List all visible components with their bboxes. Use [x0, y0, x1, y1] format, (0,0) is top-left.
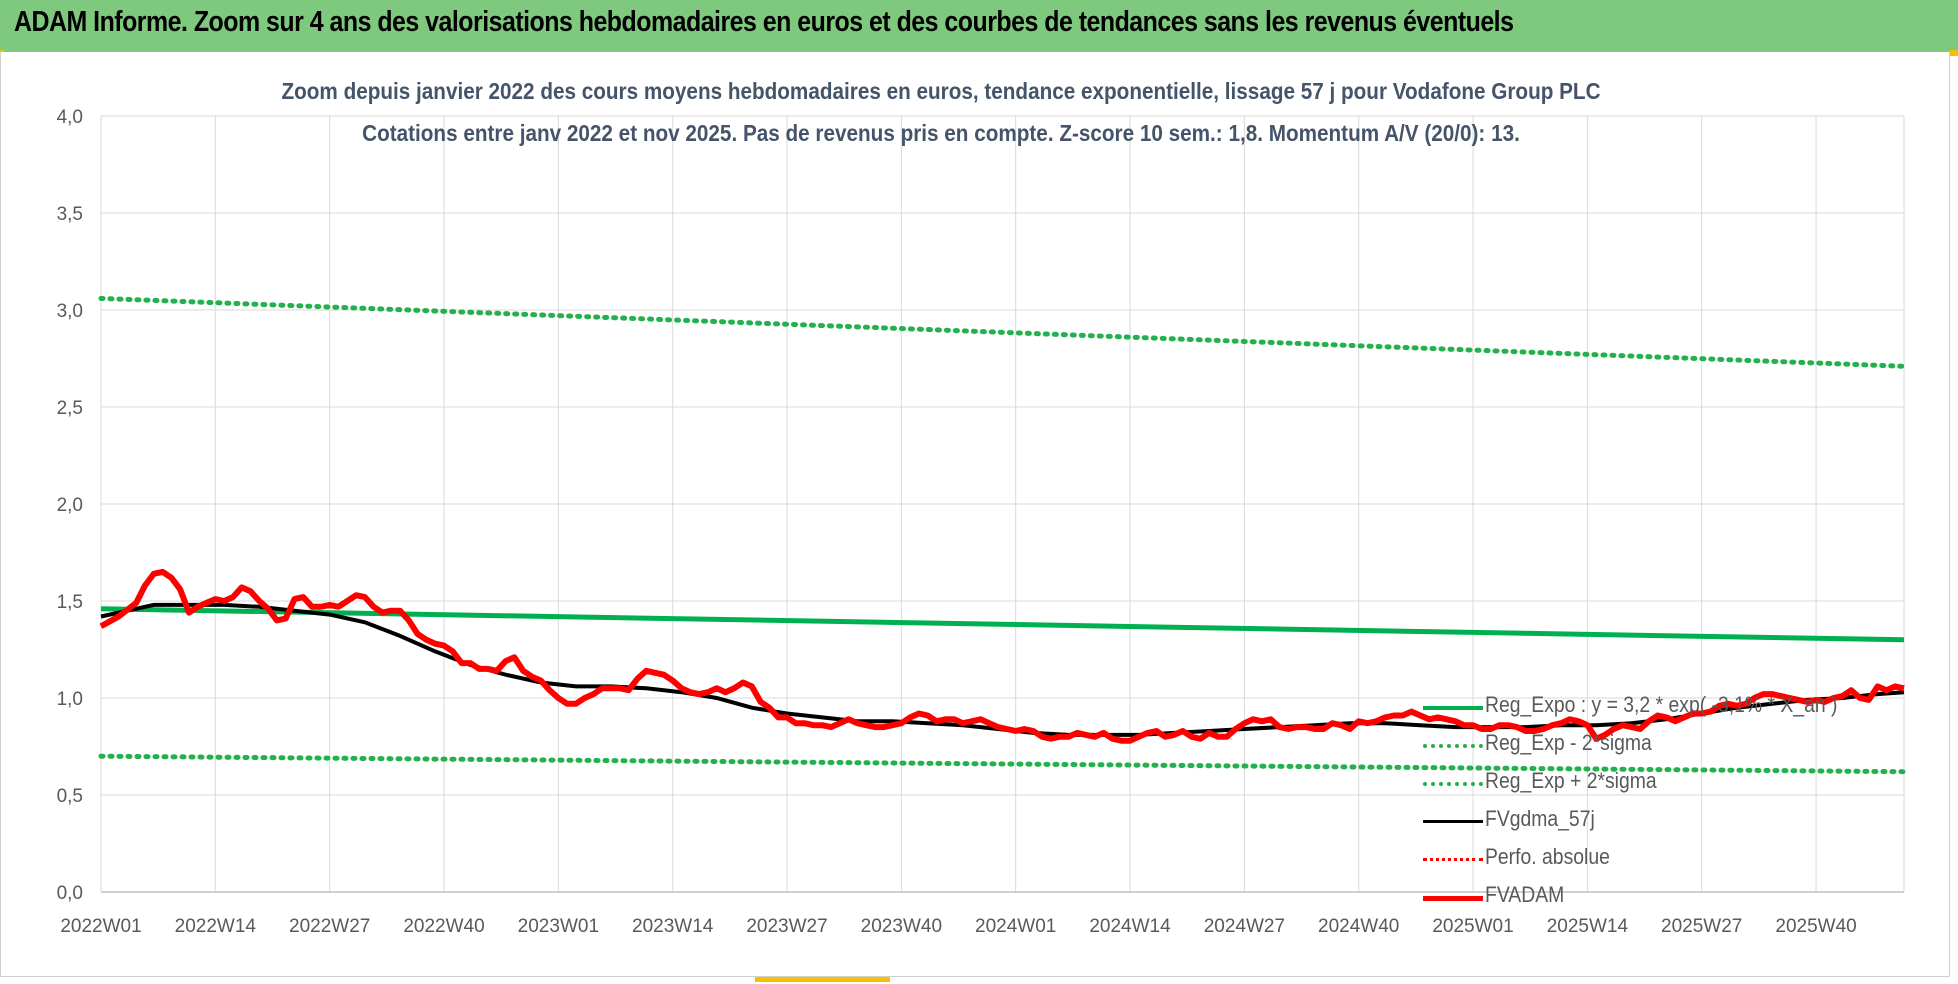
chart-title: Zoom depuis janvier 2022 des cours moyen…	[281, 78, 1601, 104]
y-tick-label: 2,5	[57, 398, 83, 419]
x-tick-label: 2022W40	[403, 916, 484, 937]
y-tick-label: 2,0	[57, 495, 83, 516]
x-tick-label: 2024W01	[975, 916, 1056, 937]
header-bar: ADAM Informe. Zoom sur 4 ans des valoris…	[0, 0, 1958, 53]
x-tick-label: 2023W01	[518, 916, 599, 937]
legend-swatch	[1423, 706, 1483, 710]
legend-label: Reg_Exp - 2*sigma	[1485, 730, 1652, 755]
y-tick-label: 0,5	[57, 786, 83, 807]
y-tick-label: 3,5	[57, 204, 83, 225]
x-tick-label: 2023W14	[632, 916, 714, 937]
x-tick-label: 2024W40	[1318, 916, 1399, 937]
x-tick-label: 2022W27	[289, 916, 370, 937]
x-tick-label: 2023W27	[746, 916, 827, 937]
y-tick-label: 0,0	[57, 883, 83, 904]
legend-label: FVADAM	[1485, 882, 1565, 907]
chart-frame: 0,0 0,5 1,0 1,5 2,0 2,5 3,0 3,5 4,0 2022W01 2022W1…	[0, 52, 1950, 977]
series-line-dotted-green	[98, 753, 1907, 775]
legend-item: Perfo. absolue	[1419, 844, 1859, 874]
series-line-dotted-green	[98, 295, 1907, 369]
series-line-thick-red	[99, 568, 1905, 744]
legend-swatch	[1423, 744, 1483, 748]
y-tick-label: 1,5	[57, 592, 83, 613]
accent-mark-bottom	[755, 976, 890, 982]
y-tick-label: 3,0	[57, 301, 83, 322]
x-tick-label: 2022W14	[175, 916, 257, 937]
chart-plot: 0,0 0,5 1,0 1,5 2,0 2,5 3,0 3,5 4,0 2022W01 2022W1…	[57, 107, 1907, 937]
legend-swatch	[1423, 858, 1483, 861]
chart-subtitle: Cotations entre janv 2022 et nov 2025. P…	[362, 120, 1520, 146]
y-tick-label: 1,0	[57, 689, 83, 710]
legend-label: Reg_Exp + 2*sigma	[1485, 768, 1657, 793]
legend-label: Reg_Expo : y = 3,2 * exp( -3,1% * X_an )	[1485, 692, 1838, 717]
legend-item: Reg_Exp - 2*sigma	[1419, 730, 1859, 760]
accent-mark-right	[1950, 50, 1958, 56]
y-tick-label: 4,0	[57, 107, 83, 128]
legend-label: Perfo. absolue	[1485, 844, 1610, 869]
x-tick-label: 2024W14	[1089, 916, 1171, 937]
page-title: ADAM Informe. Zoom sur 4 ans des valoris…	[14, 6, 1514, 38]
legend-item: FVgdma_57j	[1419, 806, 1859, 836]
x-tick-label: 2022W01	[60, 916, 141, 937]
legend-label: FVgdma_57j	[1485, 806, 1595, 831]
legend-item: Reg_Expo : y = 3,2 * exp( -3,1% * X_an )	[1419, 692, 1859, 722]
x-tick-label: 2023W40	[861, 916, 942, 937]
x-tick-label: 2025W27	[1661, 916, 1742, 937]
legend-item: FVADAM	[1419, 882, 1859, 912]
legend-item: Reg_Exp + 2*sigma	[1419, 768, 1859, 798]
x-tick-label: 2025W01	[1432, 916, 1513, 937]
legend-swatch	[1423, 820, 1483, 823]
legend-swatch	[1423, 782, 1483, 786]
legend-swatch	[1423, 896, 1483, 901]
x-tick-label: 2025W14	[1547, 916, 1629, 937]
x-tick-label: 2024W27	[1204, 916, 1285, 937]
x-tick-label: 2025W40	[1775, 916, 1856, 937]
